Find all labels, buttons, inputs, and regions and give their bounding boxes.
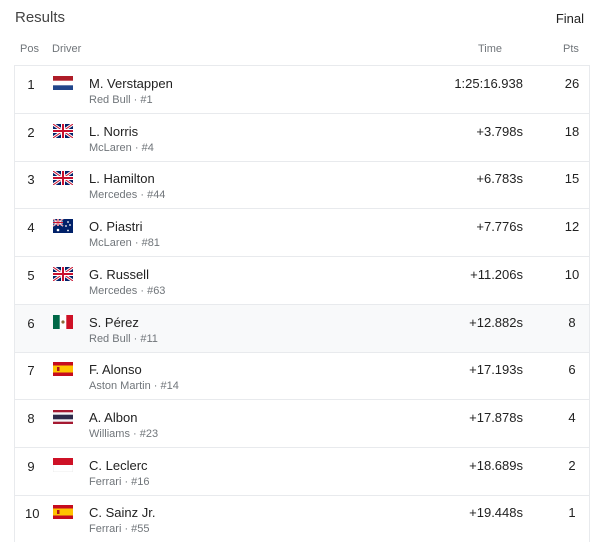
team-number: Red Bull · #1	[89, 94, 153, 106]
team-number: Red Bull · #11	[89, 332, 158, 345]
driver-name: L. Norris	[89, 123, 139, 139]
points: 10	[564, 266, 580, 282]
race-time: +18.689s	[469, 457, 523, 473]
race-time: 1:25:16.938	[454, 76, 523, 91]
race-time: +17.193s	[469, 362, 523, 378]
position: 5	[27, 267, 35, 283]
position: 4	[27, 220, 35, 236]
team-number: Mercedes · #44	[89, 189, 166, 202]
position: 7	[27, 363, 35, 379]
flag	[53, 505, 73, 520]
title: Results	[15, 9, 66, 26]
result-row: 8 A. Albon Williams · #23 +17.878s 4	[15, 400, 589, 448]
column-header: Pos	[20, 43, 39, 55]
team-number: Ferrari · #16	[89, 475, 150, 488]
flag	[53, 171, 73, 186]
points: 1	[568, 505, 576, 521]
driver-name: C. Leclerc	[89, 457, 148, 473]
status: Final	[555, 11, 584, 26]
driver-name: F. Alonso	[89, 362, 142, 378]
position: 9	[27, 458, 35, 474]
position: 6	[27, 315, 35, 331]
column-header: Time	[477, 43, 502, 55]
results-table: 1 M. Verstappen Red Bull · #1 1:25:16.938 26…	[14, 65, 590, 542]
team-number: Aston Martin · #14	[89, 380, 179, 393]
result-row: 4 O. Piastri McLaren · #81 +7.776s 12	[15, 209, 589, 258]
driver-name: L. Hamilton	[89, 171, 155, 187]
driver-name: A. Albon	[89, 409, 138, 425]
race-time: +6.783s	[476, 171, 523, 187]
result-row: 6 S. Pérez Red Bull · #11 +12.882s 8	[15, 304, 589, 353]
race-time: +17.878s	[469, 409, 523, 425]
team-number: McLaren · #81	[89, 237, 160, 250]
flag	[53, 314, 73, 329]
driver-name: M. Verstappen	[89, 76, 173, 91]
result-row: 2 L. Norris McLaren · #4 +3.798s 18	[15, 114, 589, 162]
flag	[53, 76, 73, 90]
flag	[53, 362, 73, 377]
driver-name: C. Sainz Jr.	[89, 505, 156, 521]
flag	[53, 409, 73, 424]
position: 2	[27, 124, 35, 140]
result-row: 7 F. Alonso Aston Martin · #14 +17.193s 6	[15, 352, 589, 401]
flag	[53, 266, 73, 281]
position: 10	[25, 506, 40, 522]
result-row: 5 G. Russell Mercedes · #63 +11.206s 10	[15, 257, 589, 305]
driver-name: G. Russell	[89, 266, 149, 282]
result-row: 9 C. Leclerc Ferrari · #16 +18.689s 2	[15, 448, 589, 496]
race-time: +3.798s	[476, 123, 523, 139]
driver-name: O. Piastri	[89, 219, 143, 235]
points: 2	[568, 457, 576, 473]
team-number: McLaren · #4	[89, 141, 154, 154]
points: 6	[568, 362, 576, 378]
points: 18	[564, 123, 580, 139]
team-number: Mercedes · #63	[89, 284, 166, 297]
column-header: Driver	[52, 43, 82, 55]
points: 12	[564, 219, 580, 235]
flag	[53, 219, 73, 234]
points: 4	[568, 409, 576, 425]
result-row: 3 L. Hamilton Mercedes · #44 +6.783s 15	[15, 161, 589, 210]
points: 15	[564, 171, 580, 187]
position: 3	[27, 172, 35, 188]
result-row: 1 M. Verstappen Red Bull · #1 1:25:16.938 26	[15, 66, 589, 114]
position: 8	[27, 410, 35, 426]
flag	[53, 457, 73, 472]
race-time: +19.448s	[469, 505, 523, 521]
position: 1	[27, 77, 35, 92]
race-time: +7.776s	[476, 219, 523, 235]
result-row: 10 C. Sainz Jr. Ferrari · #55 +19.448s 1	[15, 495, 589, 542]
team-number: Williams · #23	[89, 427, 159, 440]
driver-name: S. Pérez	[89, 314, 139, 330]
column-header: Pts	[563, 43, 579, 55]
flag	[53, 123, 73, 138]
team-number: Ferrari · #55	[89, 523, 150, 536]
points: 8	[568, 314, 576, 330]
points: 26	[564, 76, 580, 91]
race-time: +12.882s	[469, 314, 523, 330]
race-time: +11.206s	[470, 266, 523, 282]
